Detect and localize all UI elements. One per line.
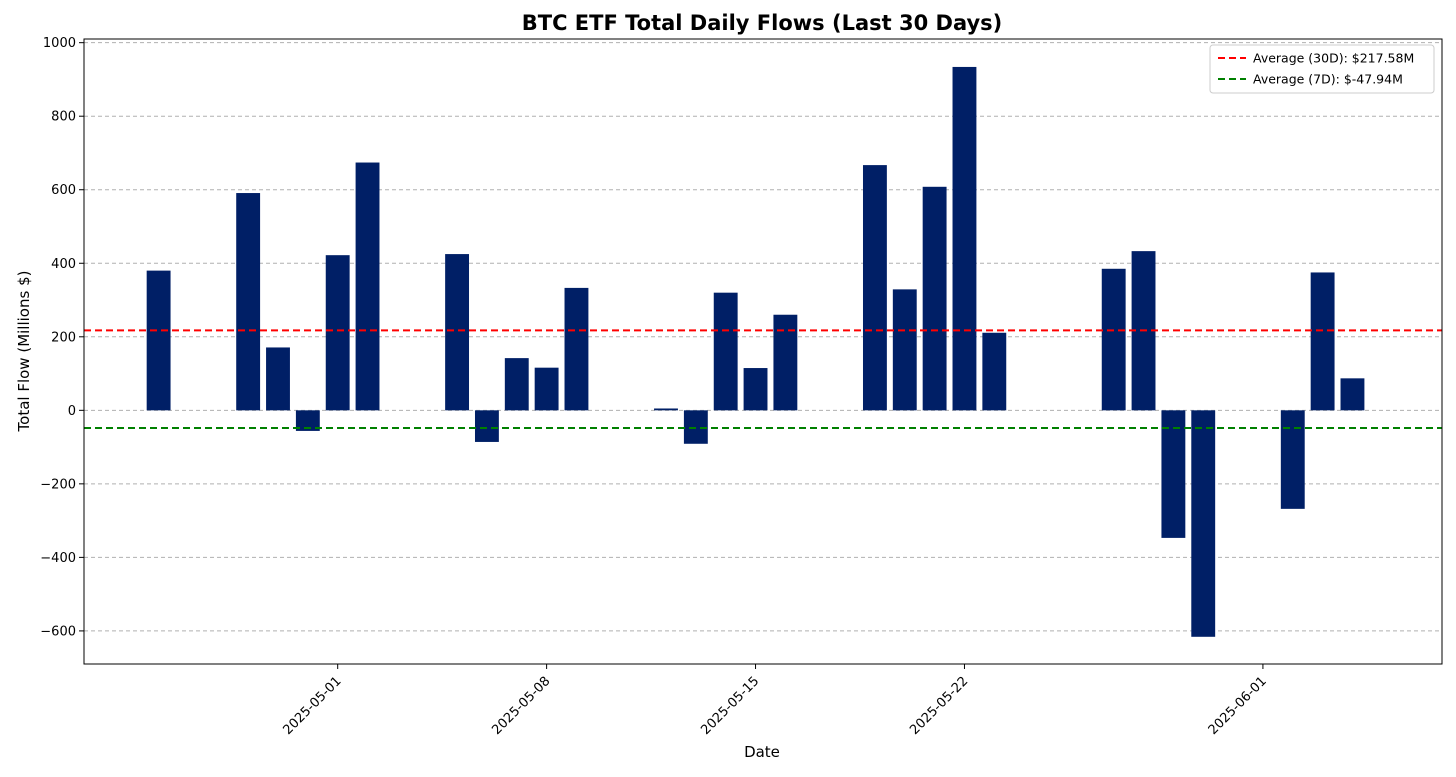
y-axis-label: Total Flow (Millions $) — [15, 271, 33, 433]
bar — [146, 270, 171, 411]
x-tick-label: 2025-05-15 — [698, 674, 762, 738]
x-axis-label: Date — [744, 743, 780, 761]
y-tick-label: 600 — [51, 183, 76, 198]
average-lines — [84, 329, 1442, 429]
bar — [862, 165, 887, 411]
x-tick-label: 2025-05-22 — [907, 674, 971, 738]
legend: Average (30D): $217.58M Average (7D): $-4… — [1209, 44, 1435, 94]
bars — [146, 66, 1365, 637]
legend-label: Average (7D): $-47.94M — [1253, 72, 1403, 87]
bar — [236, 193, 261, 411]
bar — [355, 162, 380, 411]
y-tick-label: 1000 — [43, 36, 76, 51]
y-tick-label: 400 — [51, 257, 76, 272]
bar — [1161, 410, 1186, 538]
y-tick-label: −600 — [40, 624, 76, 639]
y-tick-label: 0 — [68, 404, 76, 419]
legend-label: Average (30D): $217.58M — [1253, 51, 1414, 66]
bar — [325, 255, 350, 411]
y-tick-label: −200 — [40, 477, 76, 492]
bar — [654, 408, 678, 411]
bar — [474, 410, 499, 442]
bar — [266, 347, 290, 411]
bar — [564, 287, 589, 411]
bar — [445, 254, 470, 411]
bar — [504, 358, 529, 411]
bar — [713, 292, 738, 411]
x-tick-label: 2025-06-01 — [1206, 674, 1270, 738]
bar — [295, 410, 320, 431]
bar — [743, 368, 768, 411]
x-tick-label: 2025-05-08 — [489, 674, 553, 738]
x-axis-ticks: 2025-05-01 2025-05-08 2025-05-15 2025-05-22… — [280, 664, 1270, 738]
bar — [1280, 410, 1305, 509]
bar — [534, 367, 559, 411]
y-tick-label: 200 — [51, 330, 76, 345]
y-tick-label: 800 — [51, 110, 76, 125]
chart-title: BTC ETF Total Daily Flows (Last 30 Days) — [522, 11, 1003, 35]
bar — [1310, 272, 1335, 411]
bar — [1101, 268, 1126, 411]
bar — [952, 66, 977, 411]
x-tick-label: 2025-05-01 — [280, 674, 344, 738]
y-axis-ticks: −600 −400 −200 0 200 400 600 800 1000 — [40, 36, 84, 639]
bar — [892, 289, 917, 411]
bar — [1340, 378, 1365, 411]
y-tick-label: −400 — [40, 551, 76, 566]
bar — [1191, 410, 1216, 637]
plot-frame — [83, 38, 1443, 665]
grid-lines — [84, 42, 1442, 632]
bar — [773, 314, 798, 411]
bar — [982, 332, 1007, 411]
bar — [922, 186, 947, 411]
legend-box — [1209, 44, 1435, 94]
